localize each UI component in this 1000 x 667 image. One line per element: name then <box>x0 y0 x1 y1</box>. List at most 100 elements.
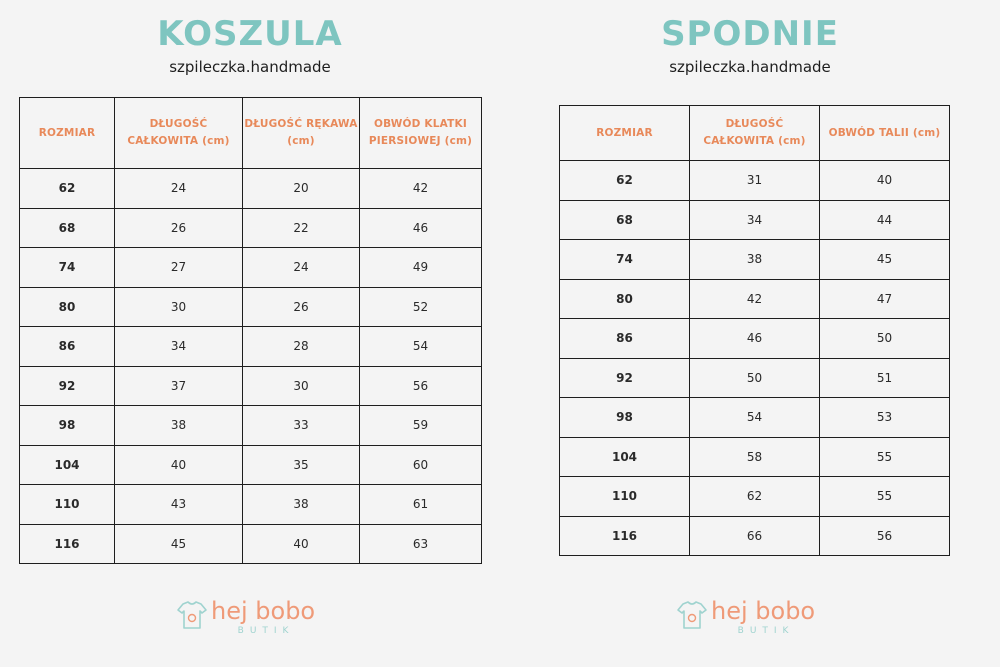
size-cell: 92 <box>19 365 115 406</box>
measurement-cell: 40 <box>819 160 950 201</box>
size-cell: 86 <box>19 326 115 367</box>
koszula-size-table: ROZMIAR DŁUGOŚĆ CAŁKOWITA (cm) DŁUGOŚĆ R… <box>19 97 482 564</box>
measurement-cell: 20 <box>242 168 360 209</box>
table-row: 74 38 45 <box>559 239 950 280</box>
table-row: 110 43 38 61 <box>19 484 482 525</box>
table-row: 62 31 40 <box>559 160 950 201</box>
measurement-cell: 66 <box>689 515 820 556</box>
measurement-cell: 62 <box>689 476 820 517</box>
measurement-cell: 55 <box>819 476 950 517</box>
measurement-cell: 38 <box>689 239 820 280</box>
size-cell: 68 <box>19 207 115 248</box>
measurement-cell: 38 <box>242 484 360 525</box>
measurement-cell: 47 <box>819 278 950 319</box>
table-row: 80 42 47 <box>559 278 950 319</box>
table-row: 68 34 44 <box>559 199 950 240</box>
measurement-cell: 34 <box>689 199 820 240</box>
measurement-cell: 50 <box>689 357 820 398</box>
measurement-cell: 24 <box>114 168 243 209</box>
measurement-cell: 24 <box>242 247 360 288</box>
header-obwod-talii: OBWÓD TALII (cm) <box>819 105 950 161</box>
header-dlugosc-calkowita: DŁUGOŚĆ CAŁKOWITA (cm) <box>689 105 820 161</box>
header-dlugosc-calkowita: DŁUGOŚĆ CAŁKOWITA (cm) <box>114 97 243 169</box>
measurement-cell: 34 <box>114 326 243 367</box>
measurement-cell: 52 <box>359 286 482 327</box>
measurement-cell: 26 <box>114 207 243 248</box>
table-row: 80 30 26 52 <box>19 286 482 327</box>
size-cell: 74 <box>19 247 115 288</box>
measurement-cell: 40 <box>242 523 360 564</box>
table-row: 104 40 35 60 <box>19 444 482 485</box>
measurement-cell: 40 <box>114 444 243 485</box>
size-cell: 98 <box>19 405 115 446</box>
spodnie-size-table: ROZMIAR DŁUGOŚĆ CAŁKOWITA (cm) OBWÓD TAL… <box>559 105 950 556</box>
size-cell: 86 <box>559 318 690 359</box>
measurement-cell: 58 <box>689 436 820 477</box>
baby-shirt-icon <box>177 601 207 629</box>
measurement-cell: 28 <box>242 326 360 367</box>
measurement-cell: 46 <box>359 207 482 248</box>
measurement-cell: 42 <box>689 278 820 319</box>
size-cell: 80 <box>19 286 115 327</box>
measurement-cell: 22 <box>242 207 360 248</box>
size-cell: 92 <box>559 357 690 398</box>
measurement-cell: 30 <box>114 286 243 327</box>
size-cell: 104 <box>19 444 115 485</box>
header-rozmiar: ROZMIAR <box>19 97 115 169</box>
measurement-cell: 46 <box>689 318 820 359</box>
measurement-cell: 54 <box>689 397 820 438</box>
measurement-cell: 50 <box>819 318 950 359</box>
measurement-cell: 45 <box>819 239 950 280</box>
measurement-cell: 53 <box>819 397 950 438</box>
measurement-cell: 42 <box>359 168 482 209</box>
measurement-cell: 33 <box>242 405 360 446</box>
measurement-cell: 60 <box>359 444 482 485</box>
measurement-cell: 44 <box>819 199 950 240</box>
spodnie-title: SPODNIE <box>661 14 839 54</box>
logo-right: hej bobo BUTIK <box>675 598 815 636</box>
size-cell: 80 <box>559 278 690 319</box>
measurement-cell: 43 <box>114 484 243 525</box>
table-row: 98 54 53 <box>559 397 950 438</box>
table-row: 68 26 22 46 <box>19 207 482 248</box>
measurement-cell: 38 <box>114 405 243 446</box>
measurement-cell: 56 <box>359 365 482 406</box>
measurement-cell: 56 <box>819 515 950 556</box>
table-row: 92 37 30 56 <box>19 365 482 406</box>
logo-sub: BUTIK <box>737 626 795 636</box>
logo-sub: BUTIK <box>237 626 295 636</box>
measurement-cell: 30 <box>242 365 360 406</box>
table-row: 110 62 55 <box>559 476 950 517</box>
table-row: 86 46 50 <box>559 318 950 359</box>
size-cell: 110 <box>19 484 115 525</box>
measurement-cell: 31 <box>689 160 820 201</box>
logo-left: hej bobo BUTIK <box>175 598 315 636</box>
logo-name: hej bobo <box>711 597 816 625</box>
size-cell: 98 <box>559 397 690 438</box>
table-row: 104 58 55 <box>559 436 950 477</box>
size-cell: 74 <box>559 239 690 280</box>
header-obwod-klatki: OBWÓD KLATKI PIERSIOWEJ (cm) <box>359 97 482 169</box>
measurement-cell: 61 <box>359 484 482 525</box>
measurement-cell: 55 <box>819 436 950 477</box>
measurement-cell: 63 <box>359 523 482 564</box>
size-cell: 110 <box>559 476 690 517</box>
measurement-cell: 49 <box>359 247 482 288</box>
table-row: 62 24 20 42 <box>19 168 482 209</box>
koszula-title: KOSZULA <box>157 14 343 54</box>
spodnie-subtitle: szpileczka.handmade <box>669 58 831 76</box>
measurement-cell: 37 <box>114 365 243 406</box>
table-row: 86 34 28 54 <box>19 326 482 367</box>
koszula-subtitle: szpileczka.handmade <box>169 58 331 76</box>
header-rozmiar: ROZMIAR <box>559 105 690 161</box>
baby-shirt-icon <box>677 601 707 629</box>
table-row: 74 27 24 49 <box>19 247 482 288</box>
measurement-cell: 54 <box>359 326 482 367</box>
measurement-cell: 51 <box>819 357 950 398</box>
size-cell: 104 <box>559 436 690 477</box>
measurement-cell: 59 <box>359 405 482 446</box>
table-row: 92 50 51 <box>559 357 950 398</box>
size-cell: 116 <box>19 523 115 564</box>
measurement-cell: 45 <box>114 523 243 564</box>
table-row: 98 38 33 59 <box>19 405 482 446</box>
